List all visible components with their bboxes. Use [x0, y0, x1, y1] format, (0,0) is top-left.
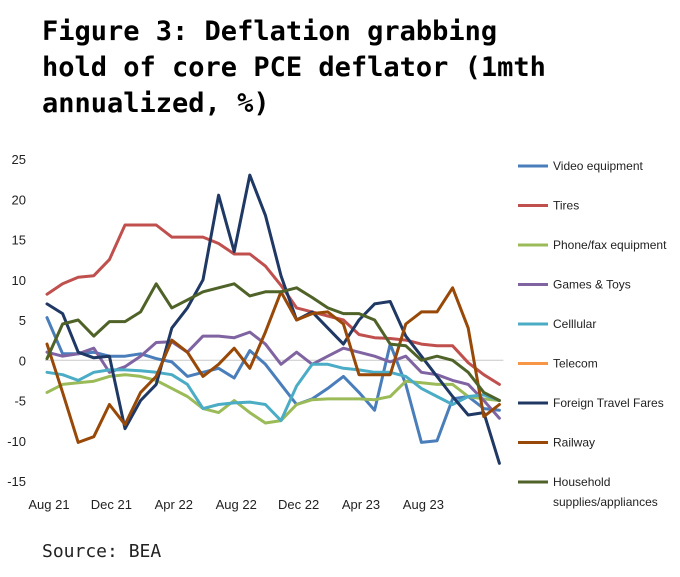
x-tick-label: Aug 23 — [403, 497, 444, 512]
legend-label: Tires — [553, 199, 579, 213]
y-tick-label: -10 — [7, 434, 26, 449]
legend-label: Phone/fax equipment — [553, 238, 667, 252]
chart-title: Figure 3: Deflation grabbing hold of cor… — [42, 16, 546, 119]
series-line — [45, 362, 501, 423]
series-line — [45, 173, 501, 465]
legend-label: Household supplies/appliances — [553, 475, 658, 509]
y-tick-label: 20 — [12, 192, 26, 207]
x-tick-label: Dec 22 — [278, 497, 319, 512]
series-line — [45, 282, 501, 402]
series-line — [45, 330, 501, 420]
legend-label: Railway — [553, 436, 595, 450]
series-line — [45, 373, 501, 425]
chart-legend: Video equipment Tires Phone/fax equipment G… — [518, 159, 667, 509]
x-tick-label: Dec 21 — [91, 497, 132, 512]
series-line — [45, 223, 501, 386]
x-tick-label: Aug 21 — [28, 497, 69, 512]
legend-label: Celllular — [553, 317, 596, 331]
y-tick-label: -15 — [7, 474, 26, 489]
source-note: Source: BEA — [42, 541, 162, 562]
legend-label: Telecom — [553, 357, 598, 371]
legend-label: Foreign Travel Fares — [553, 396, 664, 410]
y-tick-label: 25 — [12, 152, 26, 167]
x-tick-label: Apr 22 — [155, 497, 193, 512]
series-line — [45, 286, 501, 444]
legend-label: Video equipment — [553, 159, 644, 173]
y-tick-label: 15 — [12, 233, 26, 248]
y-tick-label: -5 — [14, 394, 26, 409]
y-tick-label: 5 — [19, 313, 26, 328]
chart-series — [45, 173, 501, 465]
y-tick-label: 0 — [19, 353, 26, 368]
legend-label: Games & Toys — [553, 278, 631, 292]
x-tick-label: Aug 22 — [216, 497, 257, 512]
y-tick-label: 10 — [12, 273, 26, 288]
x-tick-label: Apr 23 — [342, 497, 380, 512]
series-line — [45, 316, 501, 444]
